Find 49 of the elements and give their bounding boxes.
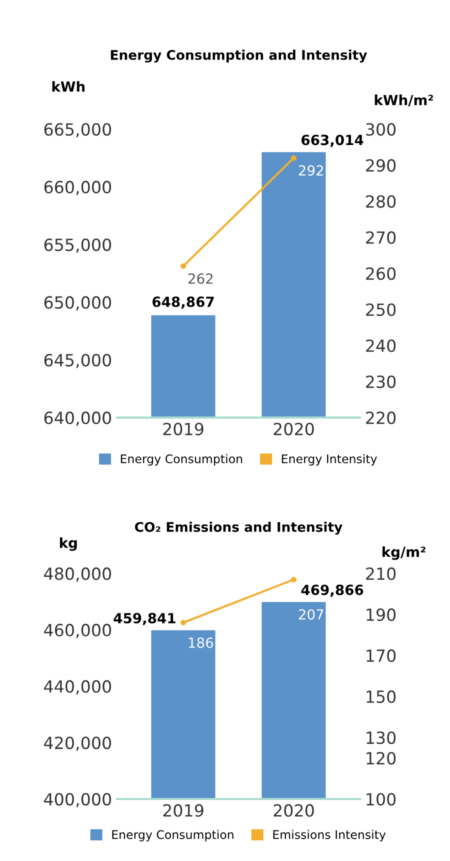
x-tick-label: 2019 bbox=[163, 804, 204, 817]
chart-title: CO₂ Emissions and Intensity bbox=[135, 522, 342, 535]
chart-title: Energy Consumption and Intensity bbox=[110, 50, 368, 63]
y2-tick-label: 190 bbox=[366, 608, 396, 622]
data-label: 207 bbox=[298, 609, 324, 620]
y-tick-label: 660,000 bbox=[44, 180, 112, 196]
x-tick-label: 2019 bbox=[163, 422, 204, 436]
y2-tick-label: 280 bbox=[366, 195, 396, 208]
y2-tick-label: 220 bbox=[366, 412, 396, 424]
y-tick-label: 480,000 bbox=[44, 567, 112, 582]
y2-tick-label: 260 bbox=[366, 267, 396, 280]
y2-tick-label: 300 bbox=[366, 123, 396, 136]
y-tick-label: 645,000 bbox=[44, 354, 112, 368]
legend-label: Energy Intensity bbox=[282, 454, 377, 466]
y-tick-label: 655,000 bbox=[44, 238, 112, 253]
y2-tick-label: 130 bbox=[366, 731, 396, 744]
y2-tick-label: 150 bbox=[366, 690, 396, 704]
y-tick-label: 665,000 bbox=[44, 123, 112, 138]
y-tick-label: 640,000 bbox=[44, 412, 112, 426]
data-label: 648,867 bbox=[152, 296, 214, 309]
y-axis-title: kWh bbox=[52, 81, 85, 92]
y2-tick-label: 100 bbox=[366, 792, 396, 806]
y2-tick-label: 290 bbox=[366, 159, 396, 172]
data-label: 262 bbox=[188, 273, 213, 284]
y-tick-label: 440,000 bbox=[44, 680, 112, 694]
y-tick-label: 650,000 bbox=[44, 296, 112, 310]
x-tick-label: 2020 bbox=[274, 804, 314, 817]
legend-label: Energy Consumption bbox=[120, 454, 242, 466]
y-tick-label: 420,000 bbox=[44, 736, 112, 751]
y-tick-label: 400,000 bbox=[44, 792, 112, 808]
x-tick-label: 2020 bbox=[274, 422, 314, 436]
legend-label: Emissions Intensity bbox=[273, 830, 386, 842]
data-label: 469,866 bbox=[301, 584, 364, 597]
y2-tick-label: 120 bbox=[366, 752, 396, 765]
y-tick-label: 460,000 bbox=[44, 624, 112, 638]
data-label: 459,841 bbox=[114, 612, 176, 626]
y2-tick-label: 210 bbox=[366, 567, 396, 580]
y2-tick-label: 170 bbox=[366, 649, 396, 662]
y-axis-title: kg bbox=[60, 537, 77, 551]
data-label: 663,014 bbox=[302, 134, 364, 147]
y2-tick-label: 230 bbox=[366, 375, 396, 388]
data-label: 292 bbox=[298, 165, 324, 176]
legend-label: Energy Consumption bbox=[112, 830, 234, 842]
y2-tick-label: 250 bbox=[366, 303, 396, 316]
data-label: 186 bbox=[188, 637, 214, 648]
y2-axis-title: kWh/m² bbox=[374, 94, 433, 106]
y2-tick-label: 270 bbox=[366, 231, 396, 244]
y2-tick-label: 240 bbox=[366, 339, 396, 352]
y2-axis-title: kg/m² bbox=[382, 546, 426, 560]
